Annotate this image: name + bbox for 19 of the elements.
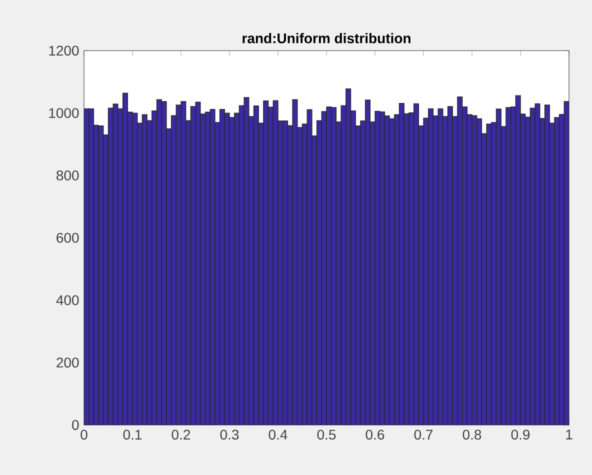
y-tick-label: 600 — [56, 232, 79, 243]
y-tick-label: 800 — [56, 170, 79, 180]
x-tick-label: 0.8 — [462, 430, 482, 440]
x-tick-label: 0.4 — [268, 430, 288, 440]
x-tick-label: 1 — [566, 430, 572, 440]
x-tick-label: 0.3 — [220, 430, 239, 440]
x-tick-label: 0.7 — [414, 430, 433, 440]
chart-title: rand:Uniform distribution — [242, 33, 410, 44]
x-tick-label: 0.9 — [511, 430, 530, 440]
x-tick-label: 0.1 — [123, 430, 142, 440]
y-tick-label: 0 — [72, 420, 79, 430]
x-tick-label: 0.6 — [366, 430, 384, 440]
y-tick-label: 400 — [56, 295, 79, 306]
x-tick-label: 0.5 — [317, 430, 336, 440]
y-tick-label: 1200 — [49, 46, 79, 56]
x-tick-label: 0.2 — [172, 430, 190, 440]
x-tick-label: 0 — [80, 430, 88, 440]
y-tick-label: 1000 — [49, 108, 79, 118]
y-tick-label: 200 — [56, 358, 79, 368]
